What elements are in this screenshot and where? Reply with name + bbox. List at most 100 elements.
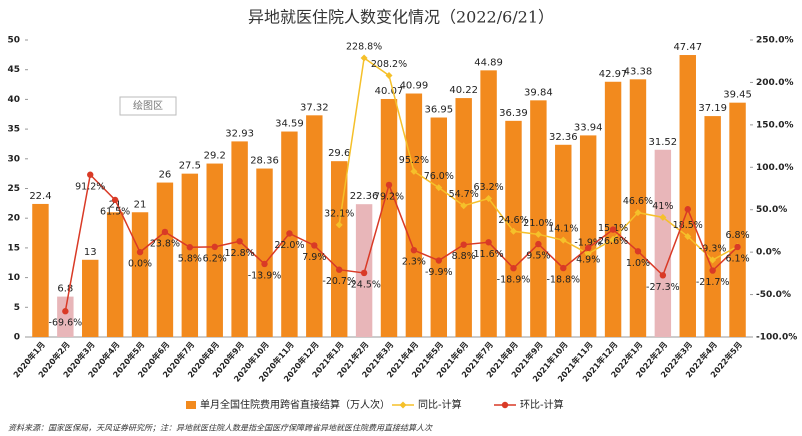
point-label: 11.6%: [473, 249, 503, 260]
point-label: -13.9%: [248, 270, 282, 281]
bar-label: 36.95: [424, 105, 453, 116]
point-label: 6.2%: [203, 253, 227, 264]
y2-tick-label: 250.0%: [756, 36, 794, 46]
bar: [330, 161, 348, 337]
point-label: 63.2%: [473, 182, 503, 193]
y2-tick-label: 150.0%: [756, 120, 794, 130]
bar: [654, 149, 672, 337]
point: [336, 266, 343, 273]
y-tick-label: 25: [7, 184, 20, 194]
point-label: 5.8%: [178, 254, 202, 265]
legend-marker: [399, 401, 407, 409]
point-label: 76.0%: [424, 171, 454, 182]
y-tick-label: 0: [14, 333, 20, 343]
bar: [181, 173, 199, 337]
y2-tick-label: 0.0%: [756, 248, 781, 258]
point: [560, 264, 567, 272]
y-tick-label: 10: [7, 273, 20, 283]
point-label: 46.6%: [623, 196, 653, 207]
point-label: 26.6%: [598, 236, 628, 247]
point: [709, 256, 717, 264]
point: [659, 272, 667, 279]
point: [510, 264, 517, 272]
point: [559, 236, 567, 244]
bar: [380, 98, 398, 338]
bar-label: 40.07: [375, 86, 404, 97]
point-label: 12.8%: [225, 248, 255, 259]
point: [534, 230, 542, 238]
bar-label: 29.6: [328, 148, 350, 159]
point-label: -21.7%: [696, 277, 730, 288]
point-label: 14.1%: [548, 224, 578, 235]
point-label: -20.7%: [322, 276, 356, 287]
legend-label: 单月全国住院费用跨省直接结算（万人次）: [200, 398, 390, 411]
y-tick-label: 45: [7, 65, 20, 75]
point-label: -9.3%: [699, 244, 727, 255]
bar-label: 37.19: [698, 103, 727, 114]
point-label: -27.3%: [646, 282, 680, 293]
legend-marker: [501, 401, 509, 409]
bar-label: 39.45: [723, 90, 752, 101]
bar: [455, 98, 472, 337]
y-tick-label: 30: [7, 154, 20, 164]
point-label: 2.3%: [402, 257, 426, 268]
point: [734, 243, 741, 251]
bar: [131, 212, 149, 337]
point-label: 6.1%: [725, 253, 749, 264]
y2-tick-label: -100.0%: [756, 333, 797, 343]
point-label: 1.0%: [626, 258, 650, 269]
plot-area-box: [119, 96, 177, 116]
y-tick-label: 5: [14, 303, 20, 313]
point-label: 18.5%: [673, 220, 703, 231]
bar-label: 33.94: [574, 122, 603, 133]
bar-label: 39.84: [524, 87, 553, 98]
point-label: -24.5%: [347, 279, 381, 290]
bar-label: 36.39: [499, 108, 528, 119]
point-label: 24.6%: [498, 215, 528, 226]
point-label: 22.0%: [274, 240, 304, 251]
point: [535, 240, 542, 248]
bar-label: 21: [109, 199, 122, 210]
bar: [679, 55, 696, 337]
point: [261, 260, 268, 268]
point: [111, 196, 119, 204]
legend-label: 同比-计算: [418, 398, 462, 411]
point-label: 4.9%: [576, 254, 600, 265]
bar-label: 6.8: [57, 284, 73, 295]
point: [485, 239, 492, 246]
point: [360, 269, 368, 277]
point-label: 41%: [652, 201, 673, 212]
y-tick-label: 40: [7, 95, 20, 105]
bar-label: 21: [134, 199, 147, 210]
point: [684, 206, 691, 213]
point-label: 8.8%: [452, 251, 476, 262]
bar-label: 43.38: [624, 66, 653, 77]
bar: [206, 163, 223, 337]
point-label: -9.9%: [425, 267, 453, 278]
bar-label: 28.36: [250, 156, 279, 167]
point: [584, 250, 592, 258]
bar-label: 27.5: [179, 161, 201, 172]
bar: [480, 70, 497, 338]
bar-label: 44.89: [474, 57, 503, 68]
point-label: -69.6%: [49, 318, 83, 329]
legend-label: 环比-计算: [520, 398, 564, 411]
bar: [579, 135, 597, 337]
point-label: 95.2%: [399, 155, 429, 166]
point-label: 79.2%: [374, 191, 404, 202]
bar: [57, 296, 74, 337]
point: [186, 244, 194, 251]
point: [311, 242, 318, 249]
point-label: 54.7%: [449, 189, 479, 200]
bar-label: 37.32: [300, 102, 329, 113]
y2-tick-label: 100.0%: [756, 163, 794, 173]
point-label: 208.2%: [371, 59, 407, 70]
point-label: 6.8%: [725, 230, 749, 241]
point-label: 23.8%: [150, 238, 180, 249]
point: [335, 221, 343, 229]
point-label: 61.5%: [100, 206, 130, 217]
y-tick-label: 20: [7, 214, 20, 224]
bar-label: 34.59: [275, 119, 304, 130]
point-label: -18.9%: [497, 275, 531, 286]
bar: [32, 203, 49, 337]
